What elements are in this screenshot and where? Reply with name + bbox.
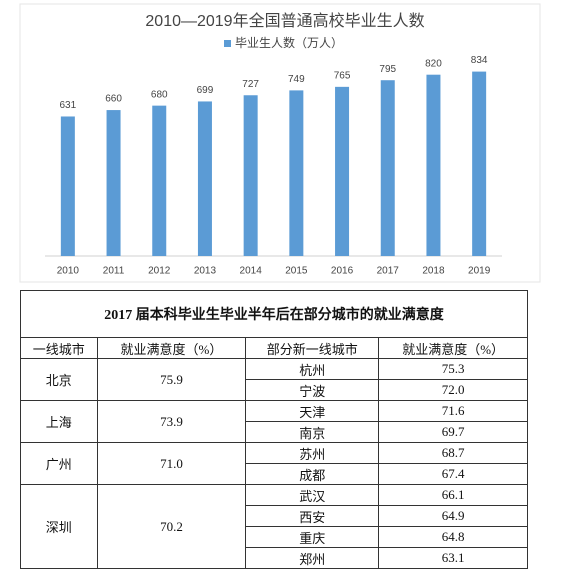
header-cell: 就业满意度（%） bbox=[96, 337, 247, 359]
x-tick-label: 2017 bbox=[377, 266, 400, 277]
score-cell: 67.4 bbox=[378, 463, 528, 485]
score-cell: 71.0 bbox=[96, 442, 247, 485]
chart: 2010—2019年全国普通高校毕业生人数 毕业生人数（万人） 2010 631 20… bbox=[19, 3, 541, 283]
legend-label: 毕业生人数（万人） bbox=[235, 35, 343, 50]
value-label: 820 bbox=[425, 58, 442, 69]
score-cell: 63.1 bbox=[378, 547, 528, 569]
city-cell: 宁波 bbox=[245, 379, 380, 401]
score-cell: 75.3 bbox=[378, 358, 528, 380]
city-cell: 北京 bbox=[20, 358, 98, 401]
table-title: 2017 届本科毕业生毕业半年后在部分城市的就业满意度 bbox=[20, 290, 528, 338]
score-cell: 73.9 bbox=[96, 400, 247, 443]
city-cell: 成都 bbox=[245, 463, 380, 485]
bar bbox=[472, 71, 487, 257]
value-label: 795 bbox=[379, 64, 396, 75]
table-row: 广州 71.0 苏州 68.7 bbox=[20, 442, 528, 485]
score-cell: 64.8 bbox=[378, 526, 528, 548]
header-cell: 部分新一线城市 bbox=[245, 337, 380, 359]
score-cell: 68.7 bbox=[378, 442, 528, 464]
bar bbox=[289, 90, 304, 256]
city-cell: 广州 bbox=[20, 442, 98, 485]
x-tick-label: 2010 bbox=[57, 266, 80, 277]
city-cell: 天津 bbox=[245, 400, 380, 422]
table-row: 上海 73.9 天津 71.6 bbox=[20, 400, 528, 443]
city-cell: 杭州 bbox=[245, 358, 380, 380]
table-row: 重庆 64.8 bbox=[21, 526, 528, 548]
city-cell: 武汉 bbox=[245, 484, 380, 506]
city-cell: 苏州 bbox=[245, 442, 380, 464]
value-label: 699 bbox=[197, 85, 214, 96]
x-tick-label: 2014 bbox=[240, 266, 263, 277]
value-label: 660 bbox=[105, 94, 122, 105]
score-cell: 71.6 bbox=[378, 400, 528, 422]
bar bbox=[426, 74, 441, 256]
bar bbox=[60, 116, 75, 257]
x-tick-label: 2016 bbox=[331, 266, 354, 277]
x-tick-label: 2013 bbox=[194, 266, 217, 277]
city-cell: 西安 bbox=[245, 505, 380, 527]
value-label: 834 bbox=[471, 55, 488, 66]
bar bbox=[197, 101, 212, 257]
table-row: 成都 67.4 bbox=[21, 463, 528, 485]
city-cell: 郑州 bbox=[245, 547, 380, 569]
score-cell: 70.2 bbox=[96, 484, 247, 569]
bar bbox=[243, 95, 258, 256]
score-cell: 72.0 bbox=[378, 379, 528, 401]
bar bbox=[106, 110, 121, 256]
table-row: 深圳 70.2 武汉 66.1 bbox=[20, 484, 528, 569]
score-cell: 66.1 bbox=[378, 484, 528, 506]
city-cell: 深圳 bbox=[20, 484, 98, 569]
table-row: 郑州 63.1 bbox=[21, 547, 528, 569]
bar bbox=[152, 105, 167, 257]
city-cell: 重庆 bbox=[245, 526, 380, 548]
x-tick-label: 2015 bbox=[285, 266, 308, 277]
value-label: 749 bbox=[288, 74, 305, 85]
table-row: 宁波 72.0 bbox=[21, 379, 528, 401]
header-cell: 就业满意度（%） bbox=[378, 337, 528, 359]
score-cell: 69.7 bbox=[378, 421, 528, 443]
value-label: 631 bbox=[60, 100, 77, 111]
x-tick-label: 2019 bbox=[468, 266, 491, 277]
bar bbox=[380, 80, 395, 256]
city-cell: 南京 bbox=[245, 421, 380, 443]
value-label: 727 bbox=[242, 79, 259, 90]
city-cell: 上海 bbox=[20, 400, 98, 443]
value-label: 765 bbox=[334, 70, 351, 81]
score-cell: 64.9 bbox=[378, 505, 528, 527]
score-cell: 75.9 bbox=[96, 358, 247, 401]
table-row: 一线城市 就业满意度（%） 部分新一线城市 就业满意度（%） bbox=[20, 337, 528, 359]
legend-swatch bbox=[224, 40, 231, 47]
chart-title: 2010—2019年全国普通高校毕业生人数 bbox=[145, 12, 424, 30]
x-tick-label: 2018 bbox=[422, 266, 445, 277]
x-tick-label: 2011 bbox=[103, 266, 125, 277]
table-row: 2017 届本科毕业生毕业半年后在部分城市的就业满意度 bbox=[20, 290, 528, 338]
table: 2017 届本科毕业生毕业半年后在部分城市的就业满意度 一线城市 就业满意度（%）部… bbox=[20, 290, 528, 569]
table-row: 北京 75.9 杭州 75.3 bbox=[20, 358, 528, 401]
value-label: 680 bbox=[151, 89, 168, 100]
x-tick-label: 2012 bbox=[148, 266, 171, 277]
header-cell: 一线城市 bbox=[20, 337, 98, 359]
bar bbox=[335, 86, 350, 256]
